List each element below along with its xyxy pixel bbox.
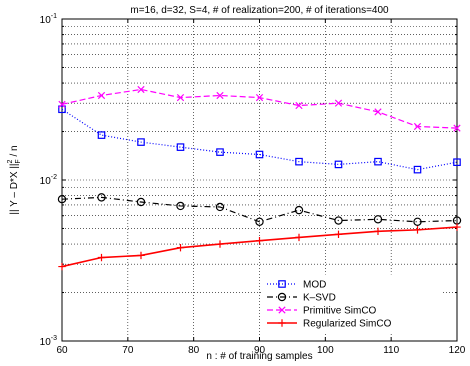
data-series	[57, 85, 462, 271]
legend-label: K–SVD	[303, 293, 336, 304]
data-point	[295, 233, 303, 242]
data-point	[334, 99, 343, 107]
data-point	[255, 150, 264, 159]
legend-item: K–SVD	[267, 293, 336, 304]
legend-item: Regularized SimCO	[267, 319, 392, 330]
x-tick-label: 70	[122, 345, 134, 356]
legend-label: MOD	[303, 280, 326, 291]
data-point	[137, 251, 145, 260]
series-primitive-simco	[58, 85, 461, 132]
data-point	[97, 131, 106, 139]
x-tick-label: 80	[188, 345, 200, 356]
x-axis-ticks: 60 70 80 90 100 110 120	[56, 19, 466, 356]
x-tick-label: 100	[317, 345, 334, 356]
data-point	[374, 108, 382, 116]
data-point	[453, 124, 461, 132]
data-point	[216, 148, 224, 156]
data-point	[295, 101, 303, 110]
data-point	[334, 160, 343, 169]
y-tick-label: 10-2	[40, 174, 57, 187]
data-point	[136, 197, 146, 207]
series-line	[61, 108, 458, 171]
data-point	[453, 158, 461, 166]
x-tick-label: 110	[383, 345, 399, 356]
data-point	[176, 201, 185, 211]
legend-marker	[278, 306, 286, 314]
x-tick-label: 120	[449, 345, 466, 356]
y-tick-label-exponent: -2	[51, 174, 57, 181]
y-tick-label-base: 10	[40, 15, 52, 26]
data-point	[373, 215, 383, 224]
y-tick-label-exponent: -1	[51, 13, 57, 20]
data-point	[453, 223, 461, 231]
y-axis-label-sub: F	[15, 159, 22, 163]
legend: MOD K–SVD Primitive SimCO Regularized SimCO	[262, 274, 442, 334]
data-point	[58, 262, 66, 271]
data-point	[97, 91, 106, 100]
y-tick-label: 10-3	[40, 335, 57, 348]
data-point	[255, 236, 264, 245]
legend-marker	[277, 292, 287, 302]
y-axis-label: || Y – D*X ||2F / n	[7, 145, 22, 214]
data-point	[294, 205, 304, 215]
y-tick-label: 10-1	[40, 13, 57, 26]
data-point	[97, 253, 106, 262]
data-point	[137, 85, 145, 94]
y-axis-label-sup: 2	[7, 159, 14, 163]
data-point	[334, 216, 343, 225]
data-point	[255, 217, 264, 227]
data-point	[58, 105, 66, 114]
y-tick-label-base: 10	[40, 337, 52, 348]
legend-item: Primitive SimCO	[267, 306, 377, 317]
legend-marker	[278, 280, 286, 288]
y-tick-label-exponent: -3	[51, 335, 57, 342]
data-point	[176, 143, 185, 151]
data-point	[216, 91, 224, 100]
y-axis-ticks: 10-310-210-1	[40, 13, 457, 348]
series-line	[61, 196, 458, 223]
legend-label: Primitive SimCO	[303, 306, 377, 317]
data-point	[413, 122, 422, 131]
series-regularized-simco	[58, 223, 461, 271]
series-mod	[58, 105, 461, 174]
data-point	[413, 165, 422, 174]
data-point	[413, 226, 422, 234]
data-point	[295, 157, 303, 166]
y-axis-label-main: || Y – D*X ||	[9, 163, 20, 214]
data-point	[215, 202, 225, 212]
data-point	[255, 93, 264, 102]
y-tick-label-base: 10	[40, 176, 52, 187]
data-point	[57, 194, 67, 204]
legend-label: Regularized SimCO	[303, 319, 392, 330]
x-axis-label: n : # of training samples	[206, 351, 312, 362]
chart-title: m=16, d=32, S=4, # of realization=200, #…	[130, 5, 389, 16]
data-point	[374, 157, 382, 166]
x-tick-label: 90	[254, 345, 266, 356]
data-point	[97, 193, 106, 202]
y-axis-label-tail: / n	[9, 145, 20, 159]
legend-item: MOD	[267, 280, 326, 291]
data-point	[176, 243, 185, 252]
data-point	[374, 227, 382, 236]
data-point	[58, 100, 66, 108]
legend-marker	[278, 319, 286, 327]
data-point	[137, 138, 145, 146]
data-point	[176, 93, 185, 102]
data-point	[413, 217, 422, 227]
data-point	[216, 240, 224, 248]
data-point	[334, 230, 343, 238]
x-tick-label: 60	[56, 345, 68, 356]
